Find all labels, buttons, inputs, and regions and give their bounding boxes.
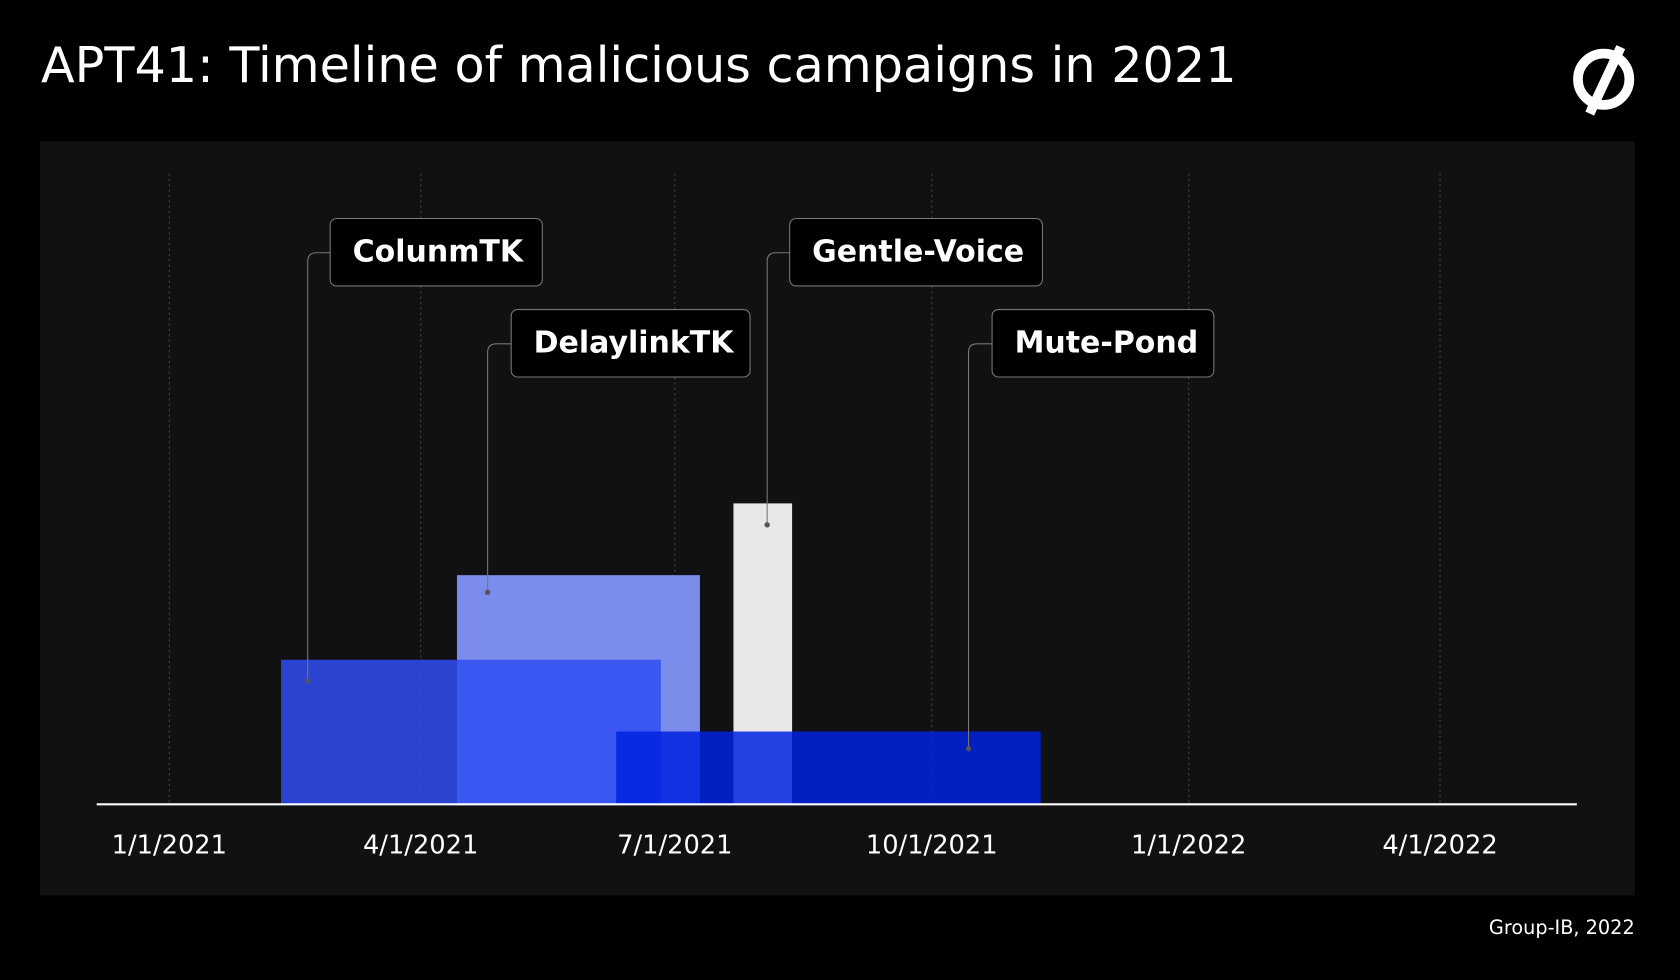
leader-line bbox=[487, 343, 512, 593]
chart-title: APT41: Timeline of malicious campaigns i… bbox=[41, 36, 1237, 94]
legend-label: Gentle-Voice bbox=[812, 234, 1024, 269]
label-box bbox=[510, 308, 751, 378]
leader-dot bbox=[965, 745, 972, 752]
x-tick-label: 4/1/2022 bbox=[1382, 831, 1497, 861]
x-tick-label: 4/1/2021 bbox=[363, 831, 478, 861]
x-tick-label: 7/1/2021 bbox=[617, 831, 732, 861]
logo bbox=[1573, 45, 1635, 116]
leader-dot bbox=[484, 589, 491, 595]
leader-line bbox=[766, 252, 790, 525]
leader-line bbox=[307, 252, 331, 682]
source: Group-IB, 2022 bbox=[1489, 916, 1635, 939]
x-tick-label: 1/1/2021 bbox=[112, 831, 227, 861]
campaign-bar bbox=[281, 659, 661, 805]
x-tick-label: 1/1/2022 bbox=[1131, 831, 1246, 861]
campaign-bar bbox=[616, 731, 1041, 805]
leader-dot bbox=[305, 678, 311, 684]
label-box bbox=[329, 217, 543, 287]
label-box bbox=[991, 308, 1215, 378]
legend-label: DelaylinkTK bbox=[534, 325, 736, 360]
label-box bbox=[789, 217, 1043, 287]
leader-dot bbox=[764, 522, 770, 528]
leader-line bbox=[967, 343, 993, 749]
legend-label: ColunmTK bbox=[353, 234, 525, 269]
legend-label: Mute-Pond bbox=[1015, 325, 1199, 360]
x-tick-label: 10/1/2021 bbox=[866, 831, 998, 861]
